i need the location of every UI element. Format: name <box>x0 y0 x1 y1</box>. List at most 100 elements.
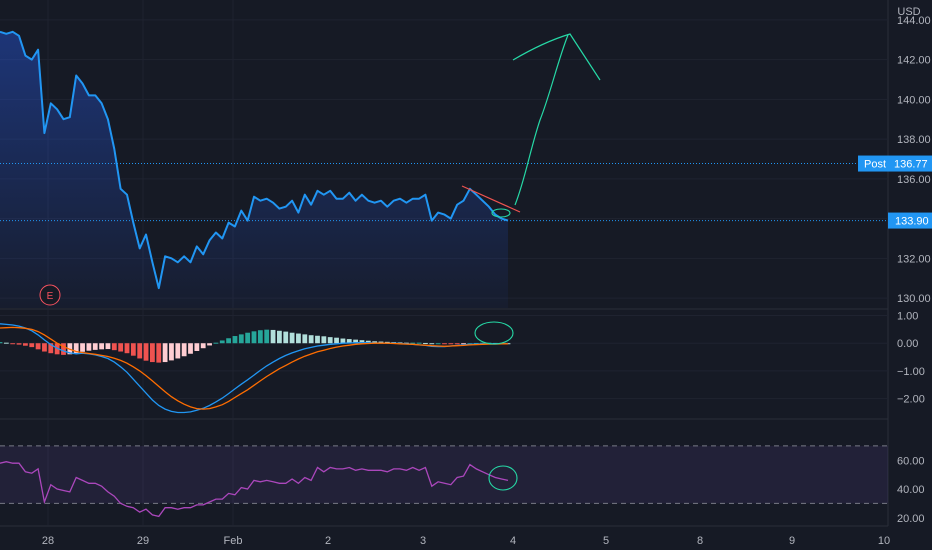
macd-histogram-bar[interactable] <box>283 331 289 344</box>
macd-tick-label: 0.00 <box>897 338 918 350</box>
rsi-line[interactable] <box>0 461 509 518</box>
macd-histogram-bar[interactable] <box>346 339 352 344</box>
rsi-tick-label: 40.00 <box>897 484 925 496</box>
macd-histogram-bar[interactable] <box>238 334 244 344</box>
macd-histogram-bar[interactable] <box>162 343 168 363</box>
macd-histogram-bar[interactable] <box>35 343 41 350</box>
macd-histogram-bar[interactable] <box>308 335 314 344</box>
macd-histogram-bar[interactable] <box>448 343 454 345</box>
user-drawings[interactable] <box>461 33 601 491</box>
macd-histogram-bar[interactable] <box>124 343 130 354</box>
macd-histogram-bar[interactable] <box>16 343 22 345</box>
macd-histogram-bar[interactable] <box>219 340 225 344</box>
macd-histogram-bar[interactable] <box>372 341 378 344</box>
macd-histogram-bar[interactable] <box>340 338 346 344</box>
rsi-tick-label: 60.00 <box>897 455 925 467</box>
macd-histogram-bar[interactable] <box>61 343 66 355</box>
currency-label: USD <box>897 6 920 18</box>
macd-histogram-bar[interactable] <box>105 343 111 350</box>
macd-histogram-bar[interactable] <box>264 329 270 344</box>
macd-histogram-bar[interactable] <box>169 343 174 361</box>
macd-histogram-bar[interactable] <box>321 336 327 344</box>
green-circle-icon[interactable] <box>474 321 514 345</box>
macd-histogram-bar[interactable] <box>435 343 441 345</box>
macd-histogram-bar[interactable] <box>232 336 238 344</box>
macd-histogram-bar[interactable] <box>188 343 193 354</box>
green-circle-icon[interactable] <box>491 208 511 218</box>
macd-histogram-bar[interactable] <box>92 343 98 350</box>
macd-histogram-bar[interactable] <box>353 339 358 344</box>
green-arrow-up-icon[interactable] <box>514 34 569 206</box>
macd-histogram-bar[interactable] <box>111 343 117 351</box>
price-line-series[interactable] <box>0 30 509 290</box>
macd-histogram-bar[interactable] <box>194 343 200 351</box>
price-tick-label: 136.00 <box>897 174 931 186</box>
macd-histogram-bar[interactable] <box>270 329 276 344</box>
macd-histogram-bar[interactable] <box>423 342 428 344</box>
macd-histogram-bar[interactable] <box>442 343 447 345</box>
macd-tick-label: −1.00 <box>897 366 925 378</box>
price-tick-label: 144.00 <box>897 15 931 27</box>
macd-histogram-bar[interactable] <box>130 343 136 356</box>
macd-histogram-bar[interactable] <box>86 343 92 351</box>
macd-histogram-bar[interactable] <box>410 342 416 344</box>
signal-line[interactable] <box>0 326 508 410</box>
macd-histogram-bar[interactable] <box>359 340 365 344</box>
time-tick-label: 8 <box>697 535 703 547</box>
macd-histogram-bar[interactable] <box>257 330 263 344</box>
macd-histogram-bar[interactable] <box>175 343 181 359</box>
green-arrowhead-icon[interactable] <box>512 33 601 81</box>
macd-histogram-bar[interactable] <box>334 337 339 344</box>
macd-histogram-bar[interactable] <box>213 342 219 344</box>
red-trend-line[interactable] <box>461 185 521 213</box>
macd-histogram-bar[interactable] <box>137 343 143 359</box>
last-price-value: 133.90 <box>895 216 929 228</box>
macd-histogram-bar[interactable] <box>296 333 301 344</box>
macd-histogram-bar[interactable] <box>461 343 466 345</box>
time-tick-label: 5 <box>603 535 609 547</box>
macd-histogram-bar[interactable] <box>226 338 231 344</box>
macd-histogram-bar[interactable] <box>181 343 187 357</box>
rsi-panel[interactable] <box>0 445 888 518</box>
macd-histogram-bar[interactable] <box>73 343 79 354</box>
macd-histogram-bar[interactable] <box>207 343 212 346</box>
macd-histogram-bar[interactable] <box>327 337 333 344</box>
macd-histogram-bar[interactable] <box>118 343 124 352</box>
earnings-marker-label: E <box>47 291 54 302</box>
macd-histogram-bar[interactable] <box>315 335 320 344</box>
macd-histogram-bar[interactable] <box>416 342 422 344</box>
macd-histogram-bar[interactable] <box>289 332 295 344</box>
price-scale[interactable]: 130.00132.00134.00136.00138.00140.00142.… <box>858 15 932 525</box>
macd-histogram-bar[interactable] <box>245 332 251 344</box>
macd-histogram-bar[interactable] <box>150 343 155 363</box>
macd-histogram-bar[interactable] <box>3 342 9 344</box>
macd-histogram-bar[interactable] <box>42 343 47 352</box>
macd-histogram-bar[interactable] <box>384 341 390 344</box>
macd-histogram-bar[interactable] <box>454 343 460 345</box>
macd-histogram-bar[interactable] <box>10 343 16 345</box>
price-panel[interactable]: E <box>0 30 888 309</box>
macd-histogram-bar[interactable] <box>99 343 104 350</box>
macd-histogram-bar[interactable] <box>365 340 371 344</box>
macd-histogram-bar[interactable] <box>156 343 162 363</box>
price-tick-label: 140.00 <box>897 94 931 106</box>
macd-histogram-bar[interactable] <box>251 331 257 344</box>
price-tick-label: 132.00 <box>897 253 931 265</box>
macd-histogram-bar[interactable] <box>23 343 28 346</box>
time-tick-label: 3 <box>420 535 426 547</box>
macd-histogram-bar[interactable] <box>29 343 35 348</box>
macd-histogram-bar[interactable] <box>302 334 308 344</box>
post-price-tag <box>858 155 932 172</box>
time-scale[interactable]: 28 29 Feb 2 3 4 5 8 9 10 <box>42 535 890 547</box>
macd-histogram-bar[interactable] <box>80 343 85 352</box>
macd-histogram-bar[interactable] <box>277 330 282 344</box>
macd-histogram-bar[interactable] <box>48 343 54 354</box>
earnings-marker-icon[interactable] <box>39 284 61 306</box>
macd-histogram-bar[interactable] <box>200 343 206 349</box>
macd-histogram-bar[interactable] <box>143 343 149 361</box>
macd-panel[interactable] <box>0 323 511 414</box>
green-circle-icon[interactable] <box>488 465 518 491</box>
macd-histogram-bar[interactable] <box>429 343 435 345</box>
macd-histogram-bar[interactable] <box>0 342 3 344</box>
